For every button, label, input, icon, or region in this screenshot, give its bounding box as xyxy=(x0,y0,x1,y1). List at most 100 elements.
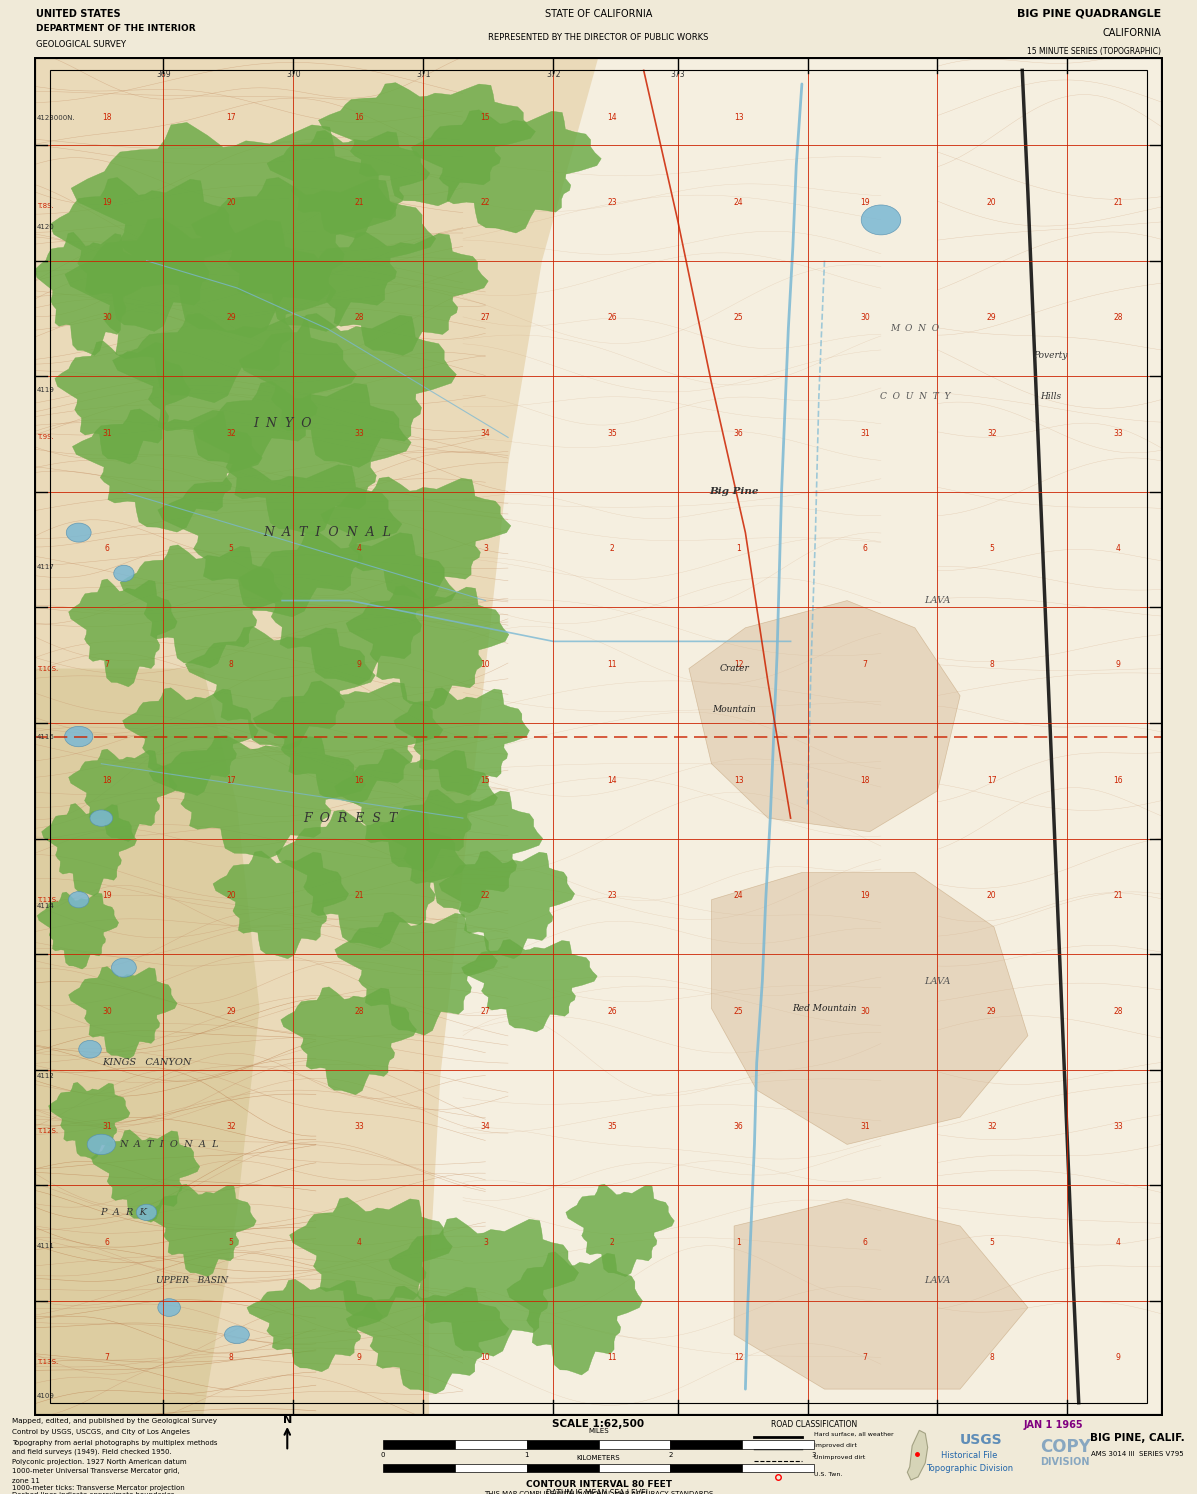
Polygon shape xyxy=(35,232,144,356)
Text: 24: 24 xyxy=(734,890,743,899)
Text: 4123000N.: 4123000N. xyxy=(37,115,75,121)
Ellipse shape xyxy=(79,1040,102,1058)
Text: 4120: 4120 xyxy=(37,224,55,230)
Bar xyxy=(383,1464,455,1472)
Text: 10: 10 xyxy=(481,660,491,669)
Text: KILOMETERS: KILOMETERS xyxy=(577,1455,620,1461)
Text: 31: 31 xyxy=(861,1122,870,1131)
Text: 18: 18 xyxy=(102,114,111,123)
Text: 9: 9 xyxy=(357,660,361,669)
Text: 4117: 4117 xyxy=(37,563,55,569)
Text: Topography from aerial photographs by multiplex methods: Topography from aerial photographs by mu… xyxy=(12,1440,218,1446)
Ellipse shape xyxy=(66,523,91,542)
Text: 29: 29 xyxy=(986,314,997,323)
Polygon shape xyxy=(734,1198,1028,1389)
Ellipse shape xyxy=(111,958,136,977)
Text: 7: 7 xyxy=(104,660,109,669)
Text: STATE OF CALIFORNIA: STATE OF CALIFORNIA xyxy=(545,9,652,18)
Text: 6: 6 xyxy=(104,544,109,553)
Text: 1: 1 xyxy=(524,1452,529,1458)
Polygon shape xyxy=(506,1252,643,1374)
Polygon shape xyxy=(65,218,336,403)
Polygon shape xyxy=(50,178,239,332)
Bar xyxy=(383,1440,455,1449)
Text: F  O  R  E  S  T: F O R E S T xyxy=(303,811,397,825)
Text: SCALE 1:62,500: SCALE 1:62,500 xyxy=(553,1419,644,1428)
Polygon shape xyxy=(34,669,260,1416)
Text: DEPARTMENT OF THE INTERIOR: DEPARTMENT OF THE INTERIOR xyxy=(36,24,195,33)
Bar xyxy=(742,1440,814,1449)
Text: 29: 29 xyxy=(986,1007,997,1016)
Bar xyxy=(455,1440,527,1449)
Text: 7: 7 xyxy=(863,1354,868,1363)
Text: GEOLOGICAL SURVEY: GEOLOGICAL SURVEY xyxy=(36,40,126,49)
Text: 372: 372 xyxy=(546,70,560,79)
Text: 373: 373 xyxy=(670,70,685,79)
Bar xyxy=(527,1440,598,1449)
Text: 21: 21 xyxy=(354,197,364,206)
Polygon shape xyxy=(335,748,498,872)
Text: 17: 17 xyxy=(226,775,236,784)
Text: 4112: 4112 xyxy=(37,1073,55,1080)
Text: I  N  Y  O: I N Y O xyxy=(253,417,311,430)
Text: 370: 370 xyxy=(286,70,300,79)
Text: 23: 23 xyxy=(607,197,616,206)
Text: T.12S.: T.12S. xyxy=(37,1128,57,1134)
Polygon shape xyxy=(42,804,136,896)
Text: 19: 19 xyxy=(861,890,870,899)
Text: 30: 30 xyxy=(102,314,111,323)
Text: 27: 27 xyxy=(481,1007,491,1016)
Text: Hills: Hills xyxy=(1040,391,1061,402)
Text: 1: 1 xyxy=(736,1239,741,1247)
Polygon shape xyxy=(566,1185,674,1276)
Polygon shape xyxy=(321,477,511,601)
Text: BIG PINE QUADRANGLE: BIG PINE QUADRANGLE xyxy=(1016,9,1161,18)
Text: 5: 5 xyxy=(229,544,233,553)
Text: 36: 36 xyxy=(734,1122,743,1131)
Text: 15: 15 xyxy=(481,114,491,123)
Text: 5: 5 xyxy=(229,1239,233,1247)
Text: 9: 9 xyxy=(357,1354,361,1363)
Text: Control by USGS, USCGS, and City of Los Angeles: Control by USGS, USCGS, and City of Los … xyxy=(12,1428,190,1434)
Bar xyxy=(670,1440,742,1449)
Polygon shape xyxy=(239,314,456,468)
Text: 20: 20 xyxy=(986,890,997,899)
Polygon shape xyxy=(147,1185,256,1276)
Bar xyxy=(527,1464,598,1472)
Ellipse shape xyxy=(68,892,89,908)
Text: 20: 20 xyxy=(226,890,236,899)
Text: 2: 2 xyxy=(609,1239,614,1247)
Text: C  O  U  N  T  Y: C O U N T Y xyxy=(880,391,950,402)
Text: 26: 26 xyxy=(607,1007,616,1016)
Polygon shape xyxy=(158,463,402,617)
Polygon shape xyxy=(192,178,436,332)
Text: LAVA: LAVA xyxy=(924,1276,950,1285)
Text: CONTOUR INTERVAL 80 FEET: CONTOUR INTERVAL 80 FEET xyxy=(525,1481,672,1490)
Polygon shape xyxy=(71,123,396,338)
Text: 12: 12 xyxy=(734,1354,743,1363)
Text: N  A  T  I  O  N  A  L: N A T I O N A L xyxy=(263,526,391,539)
Text: 12: 12 xyxy=(734,660,743,669)
Polygon shape xyxy=(346,1286,509,1394)
Text: 9: 9 xyxy=(1116,660,1120,669)
Text: 35: 35 xyxy=(607,429,616,438)
Text: Hard surface, all weather: Hard surface, all weather xyxy=(814,1431,894,1437)
Text: 17: 17 xyxy=(226,114,236,123)
Text: 31: 31 xyxy=(102,1122,111,1131)
Bar xyxy=(742,1464,814,1472)
Text: Crater: Crater xyxy=(719,663,749,674)
Text: 8: 8 xyxy=(229,660,233,669)
Text: 4119: 4119 xyxy=(37,387,55,393)
Text: P  A  R  K: P A R K xyxy=(101,1207,147,1218)
Text: 18: 18 xyxy=(861,775,870,784)
Bar xyxy=(598,1464,670,1472)
Bar xyxy=(598,1440,670,1449)
Text: 27: 27 xyxy=(481,314,491,323)
Polygon shape xyxy=(689,601,960,832)
Polygon shape xyxy=(68,748,177,841)
Text: 14: 14 xyxy=(607,114,616,123)
Text: 32: 32 xyxy=(986,429,997,438)
Text: U.S. Twn.: U.S. Twn. xyxy=(814,1472,843,1478)
Ellipse shape xyxy=(136,1204,157,1221)
Text: 18: 18 xyxy=(102,775,111,784)
